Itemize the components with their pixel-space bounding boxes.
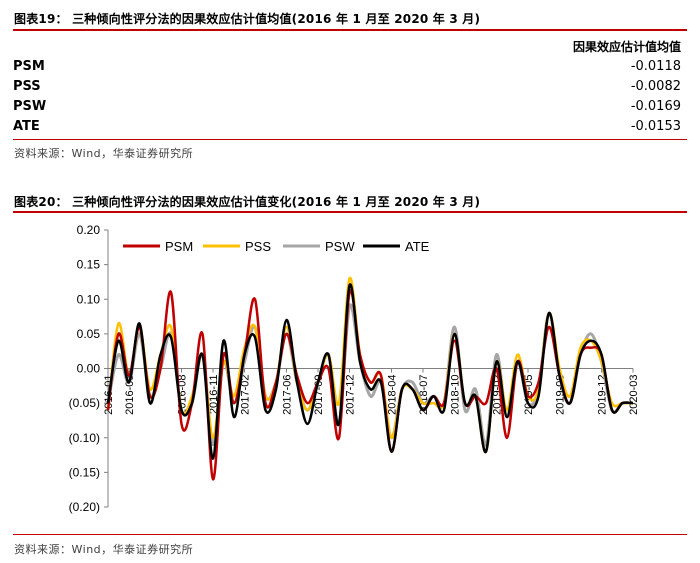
row-label: PSS <box>13 78 41 94</box>
row-value: -0.0169 <box>630 98 681 114</box>
table-row: PSS -0.0082 <box>13 76 687 96</box>
legend-label-pss: PSS <box>245 239 271 254</box>
row-label: ATE <box>13 118 40 134</box>
x-tick-label: 2017-02 <box>240 375 252 415</box>
y-tick-label: (0.15) <box>69 465 100 479</box>
row-label: PSW <box>13 98 47 114</box>
fig19-table: 因果效应估计值均值 PSM -0.0118 PSS -0.0082 PSW -0… <box>13 36 687 136</box>
y-tick-label: (0.05) <box>69 396 100 410</box>
legend-label-psm: PSM <box>165 239 193 254</box>
x-tick-label: 2017-12 <box>345 375 357 415</box>
y-tick-label: 0.05 <box>77 327 101 341</box>
fig19-bottom-rule <box>13 139 687 140</box>
fig20-bottom-rule <box>13 534 687 535</box>
table-header-row: 因果效应估计值均值 <box>13 36 687 56</box>
y-tick-label: 0.20 <box>77 223 101 237</box>
x-tick-label: 2017-06 <box>282 375 294 415</box>
fig19-source: 资料来源：Wind，华泰证券研究所 <box>14 147 194 160</box>
x-tick-label: 2018-10 <box>450 375 462 415</box>
table-row: ATE -0.0153 <box>13 116 687 136</box>
fig20-top-rule <box>13 211 687 213</box>
x-tick-label: 2020-03 <box>628 375 640 415</box>
fig19-title: 图表19： 三种倾向性评分法的因果效应估计值均值(2016 年 1 月至 202… <box>14 12 481 26</box>
legend-label-ate: ATE <box>405 239 430 254</box>
fig19-top-rule <box>13 29 687 31</box>
fig20-title: 图表20： 三种倾向性评分法的因果效应估计值变化(2016 年 1 月至 202… <box>14 195 481 209</box>
row-value: -0.0082 <box>630 78 681 94</box>
table-row: PSM -0.0118 <box>13 56 687 76</box>
x-tick-label: 2016-03 <box>124 375 136 415</box>
line-chart: 0.20 0.15 0.10 0.05 0.00 (0.05) (0.10) (0.15) (0… <box>69 223 640 514</box>
row-label: PSM <box>13 58 45 74</box>
row-value: -0.0153 <box>630 118 681 134</box>
y-tick-label: (0.20) <box>69 500 100 514</box>
table-row: PSW -0.0169 <box>13 96 687 116</box>
series-line-ate <box>106 283 634 460</box>
y-tick-label: 0.00 <box>77 362 101 376</box>
x-tick-label: 2018-04 <box>387 375 399 415</box>
fig20-source: 资料来源：Wind，华泰证券研究所 <box>14 543 194 556</box>
y-tick-label: (0.10) <box>69 431 100 445</box>
y-tick-label: 0.10 <box>77 292 101 306</box>
y-tick-label: 0.15 <box>77 258 101 272</box>
row-value: -0.0118 <box>630 58 681 74</box>
table-header: 因果效应估计值均值 <box>572 39 681 54</box>
legend-label-psw: PSW <box>325 239 355 254</box>
